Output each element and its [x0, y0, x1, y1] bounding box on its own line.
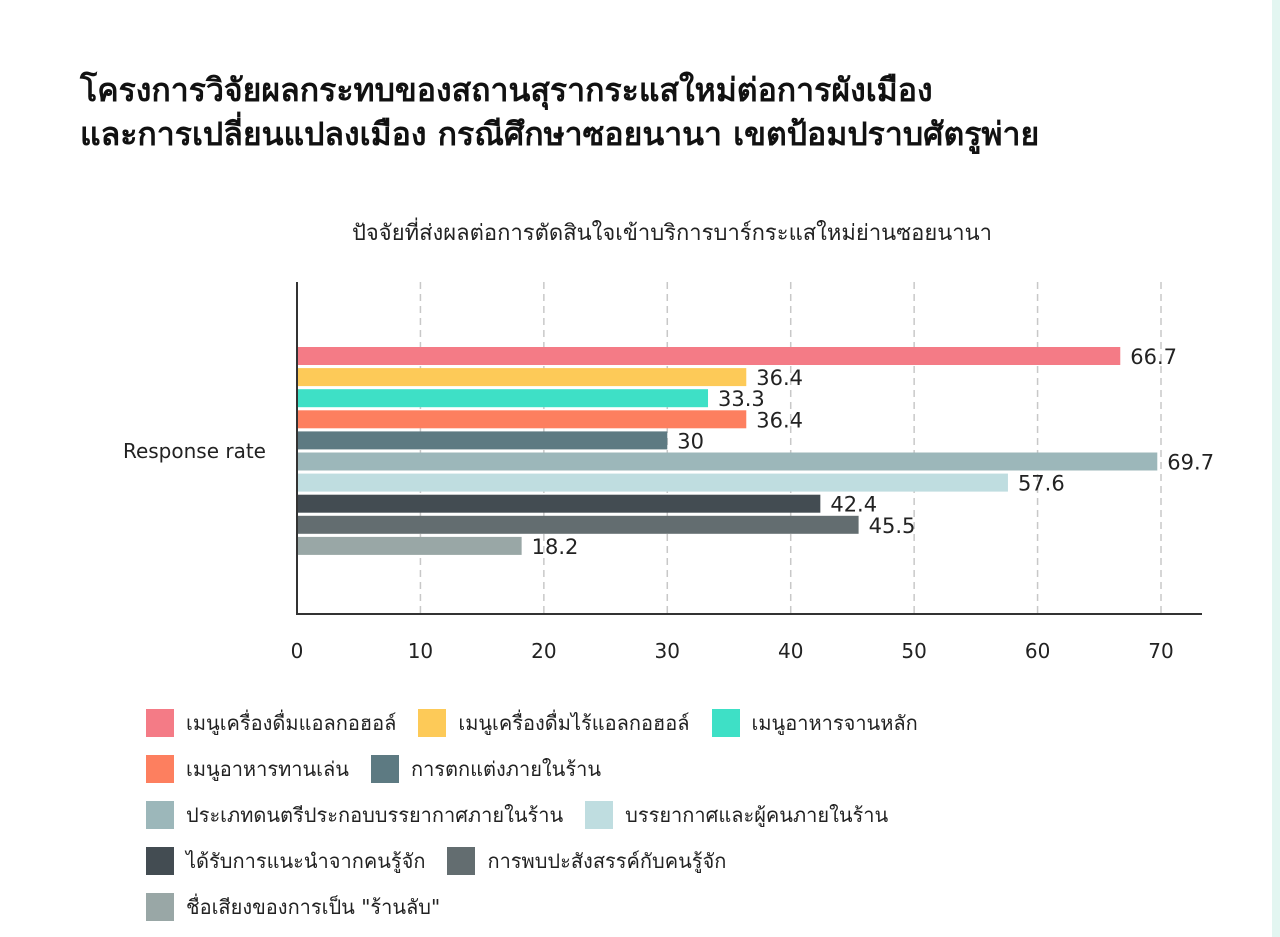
legend-row: ประเภทดนตรีประกอบบรรยากาศภายในร้าน บรรยาก…: [146, 792, 1206, 838]
legend-swatch: [146, 893, 174, 921]
page-title: โครงการวิจัยผลกระทบของสถานสุรากระแสใหม่ต…: [80, 68, 1260, 156]
legend: เมนูเครื่องดื่มแอลกอฮอล์ เมนูเครื่องดื่มไ…: [146, 700, 1206, 930]
bar: [297, 494, 821, 513]
data-label: 33.3: [718, 387, 765, 411]
legend-label: เมนูเครื่องดื่มแอลกอฮอล์: [186, 711, 397, 735]
data-label: 30: [677, 429, 704, 453]
data-label: 18.2: [532, 535, 579, 559]
legend-label: ประเภทดนตรีประกอบบรรยากาศภายในร้าน: [186, 803, 564, 827]
grid-lines: [419, 282, 1162, 614]
legend-item: ได้รับการแนะนำจากคนรู้จัก: [146, 845, 425, 877]
legend-item: ชื่อเสียงของการเป็น "ร้านลับ": [146, 891, 440, 923]
x-tick-labels: 0 10 20 30 40 50 60 70: [291, 639, 1174, 663]
legend-label: เมนูอาหารจานหลัก: [751, 711, 918, 735]
legend-label: บรรยากาศและผู้คนภายในร้าน: [625, 803, 889, 827]
data-label: 57.6: [1018, 472, 1065, 496]
category-label: Response rate: [123, 439, 266, 463]
legend-label: การตกแต่งภายในร้าน: [410, 757, 601, 781]
data-label: 36.4: [756, 366, 803, 390]
page-title-line-2: และการเปลี่ยนแปลงเมือง กรณีศึกษาซอยนานา …: [80, 115, 1040, 153]
data-label: 42.4: [830, 493, 877, 517]
legend-item: บรรยากาศและผู้คนภายในร้าน: [585, 799, 888, 831]
data-label: 66.7: [1130, 345, 1177, 369]
right-edge-strip: [1272, 0, 1280, 937]
page-title-line-1: โครงการวิจัยผลกระทบของสถานสุรากระแสใหม่ต…: [80, 71, 933, 109]
legend-item: เมนูเครื่องดื่มไร้แอลกอฮอล์: [418, 707, 690, 739]
legend-item: เมนูอาหารจานหลัก: [711, 707, 918, 739]
data-labels: 66.7 36.433.336.4 30 69.7 57.6 42.445.5 18.2: [532, 345, 1214, 559]
legend-swatch: [146, 755, 174, 783]
x-tick-label: 30: [655, 639, 680, 663]
legend-item: ประเภทดนตรีประกอบบรรยากาศภายในร้าน: [146, 799, 563, 831]
legend-swatch: [418, 709, 447, 737]
legend-item: การตกแต่งภายในร้าน: [370, 753, 601, 785]
legend-swatch: [447, 847, 476, 875]
legend-label: ชื่อเสียงของการเป็น "ร้านลับ": [186, 895, 441, 919]
legend-swatch: [711, 709, 740, 737]
legend-label: เมนูเครื่องดื่มไร้แอลกอฮอล์: [458, 711, 690, 735]
legend-swatch: [585, 801, 614, 829]
x-tick-label: 40: [778, 639, 803, 663]
bar: [297, 452, 1158, 471]
legend-item: เมนูอาหารทานเล่น: [146, 753, 349, 785]
x-tick-label: 10: [408, 639, 433, 663]
data-label: 36.4: [756, 408, 803, 432]
bar: [297, 347, 1121, 365]
legend-item: การพบปะสังสรรค์กับคนรู้จัก: [447, 845, 726, 877]
legend-swatch: [370, 755, 399, 783]
bars: [297, 347, 1158, 555]
chart-title: ปัจจัยที่ส่งผลต่อการตัดสินใจเข้าบริการบา…: [352, 217, 992, 246]
bar: [297, 515, 859, 534]
legend-row: ได้รับการแนะนำจากคนรู้จัก การพบปะสังสรรค์…: [146, 838, 1206, 884]
legend-swatch: [146, 801, 174, 829]
x-tick-label: 60: [1025, 639, 1050, 663]
legend-row: เมนูอาหารทานเล่น การตกแต่งภายในร้าน: [146, 746, 1206, 792]
legend-label: เมนูอาหารทานเล่น: [186, 757, 349, 781]
x-tick-label: 70: [1148, 639, 1173, 663]
x-tick-label: 0: [291, 639, 304, 663]
legend-item: เมนูเครื่องดื่มแอลกอฮอล์: [146, 707, 396, 739]
legend-label: ได้รับการแนะนำจากคนรู้จัก: [186, 849, 426, 873]
bar: [297, 536, 522, 555]
legend-label: การพบปะสังสรรค์กับคนรู้จัก: [487, 849, 727, 873]
bar-chart: ปัจจัยที่ส่งผลต่อการตัดสินใจเข้าบริการบา…: [123, 217, 1214, 663]
x-tick-label: 20: [531, 639, 556, 663]
legend-row: เมนูเครื่องดื่มแอลกอฮอล์ เมนูเครื่องดื่มไ…: [146, 700, 1206, 746]
data-label: 45.5: [869, 514, 916, 538]
legend-row: ชื่อเสียงของการเป็น "ร้านลับ": [146, 884, 1206, 930]
bar: [297, 389, 709, 408]
bar: [297, 368, 747, 387]
bar: [297, 410, 747, 429]
legend-swatch: [146, 847, 174, 875]
data-label: 69.7: [1167, 451, 1214, 475]
bar: [297, 431, 668, 450]
x-tick-label: 50: [901, 639, 926, 663]
bar: [297, 473, 1008, 492]
legend-swatch: [146, 709, 174, 737]
